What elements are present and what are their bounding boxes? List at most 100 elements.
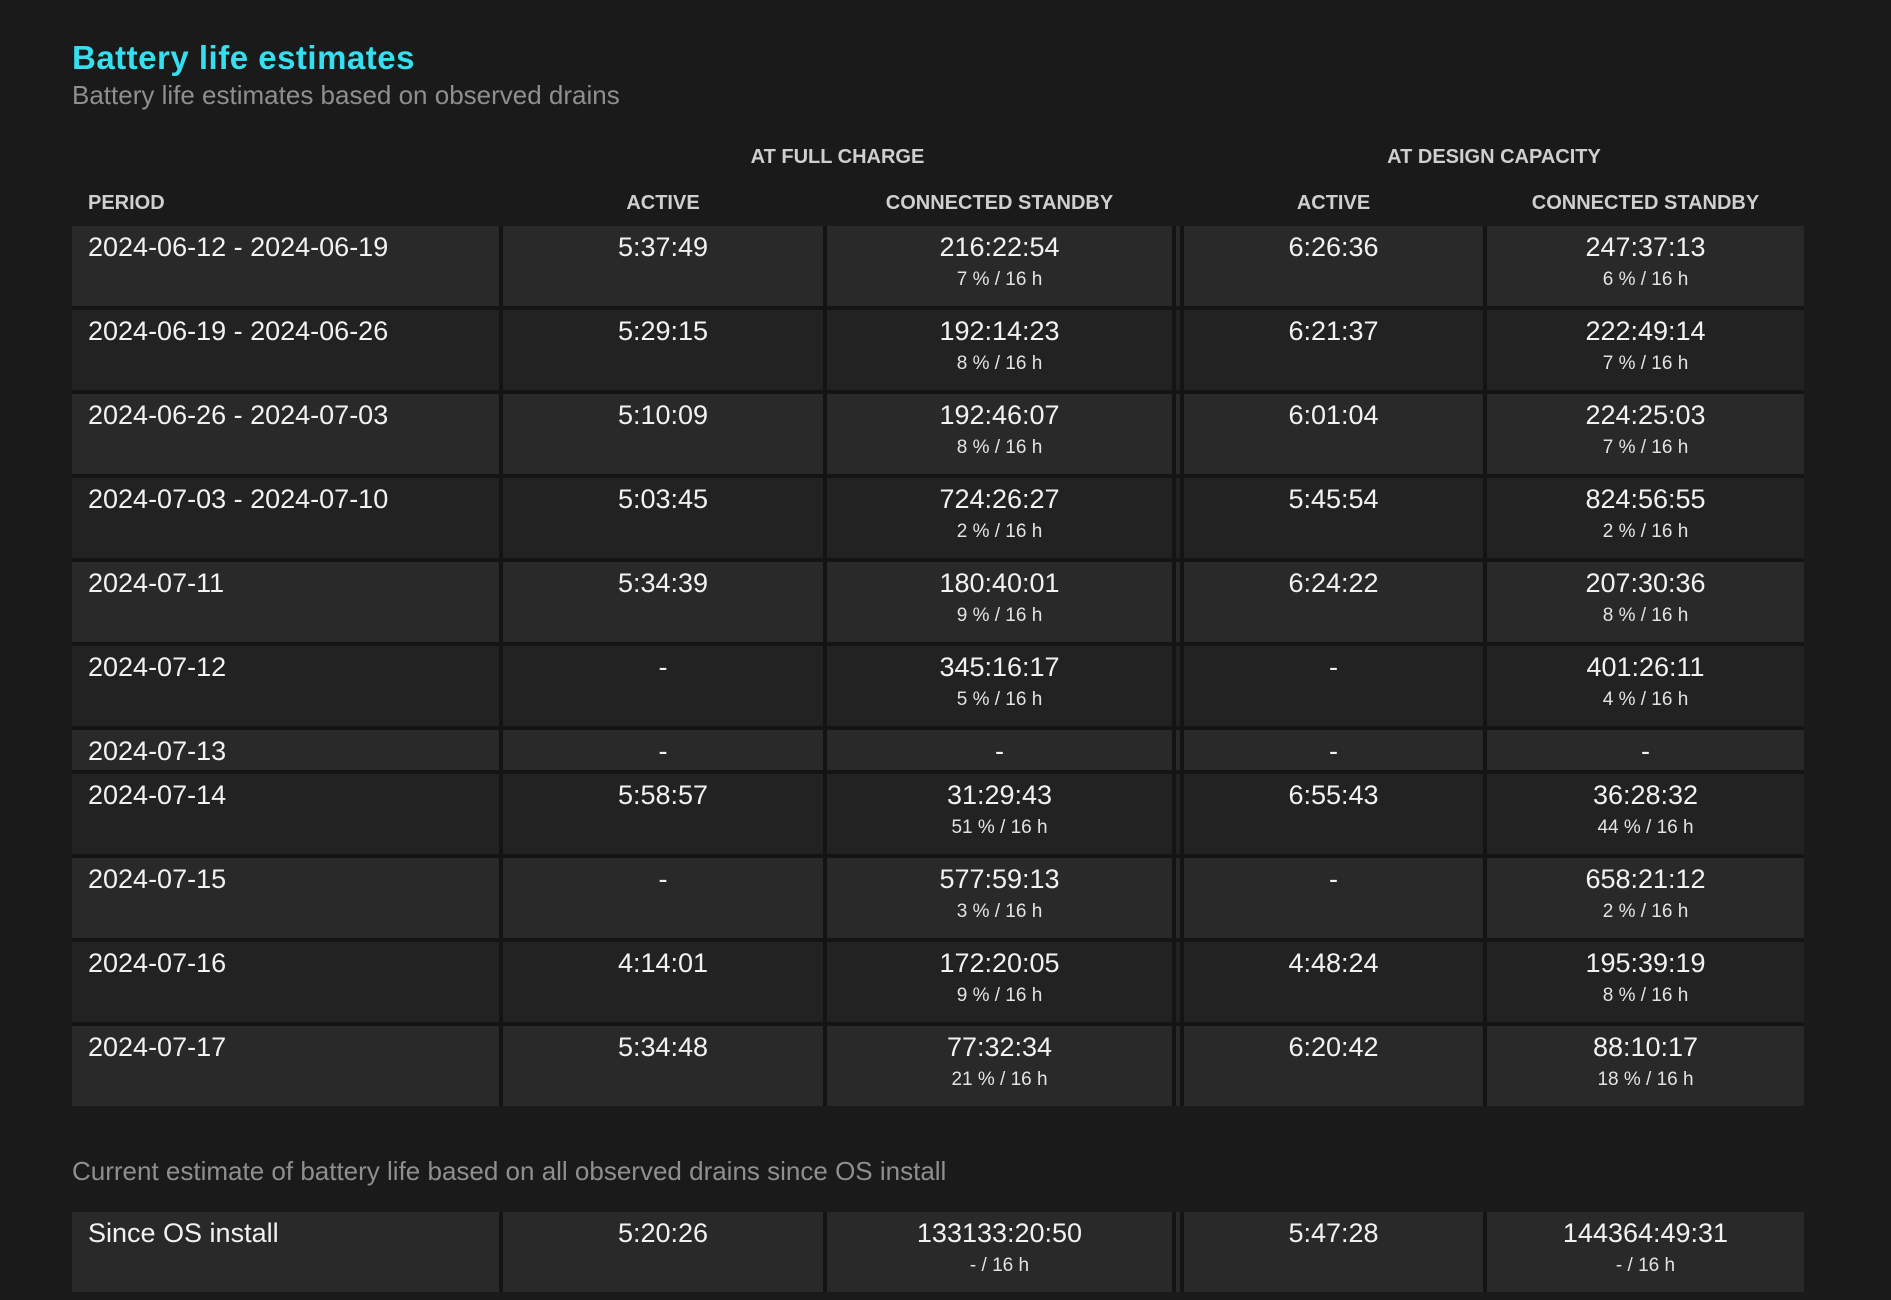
standby-design-capacity-cell: 195:39:19 8 % / 16 h (1487, 942, 1804, 1022)
table-row: 2024-07-16 4:14:01 172:20:05 9 % / 16 h 4:48… (72, 942, 1804, 1022)
group-header-design-capacity: AT DESIGN CAPACITY (1387, 145, 1601, 168)
active-full-charge-cell: - (503, 646, 823, 726)
standby-full-charge-value: 31:29:43 (946, 780, 1053, 810)
standby-design-capacity-estimate: 2 % / 16 h (1602, 901, 1689, 922)
standby-design-capacity-value: - (1641, 736, 1650, 766)
group-header-row: AT FULL CHARGE AT DESIGN CAPACITY (72, 134, 1804, 180)
column-spacer (1176, 646, 1180, 726)
column-spacer (1176, 226, 1180, 306)
period-cell: 2024-06-12 - 2024-06-19 (72, 226, 499, 306)
table-row: 2024-07-12-345:16:17 5 % / 16 h -401:26:11… (72, 646, 1804, 726)
table-row: 2024-07-03 - 2024-07-10 5:03:45 724:26:27 2… (72, 478, 1804, 558)
standby-design-capacity-cell: 658:21:12 2 % / 16 h (1487, 858, 1804, 938)
period-cell: 2024-07-14 (72, 774, 499, 854)
standby-full-charge-cell: 192:46:07 8 % / 16 h (827, 394, 1172, 474)
standby-full-charge-cell: - (827, 730, 1172, 770)
col-header-standby-full-charge: CONNECTED STANDBY (885, 191, 1114, 214)
standby-design-capacity-estimate: 44 % / 16 h (1597, 817, 1694, 838)
standby-design-capacity-cell: 824:56:55 2 % / 16 h (1487, 478, 1804, 558)
standby-design-capacity-value: 224:25:03 (1585, 400, 1706, 430)
standby-design-capacity-cell: 222:49:14 7 % / 16 h (1487, 310, 1804, 390)
active-design-capacity-cell: - (1184, 730, 1483, 770)
table-row: 2024-06-26 - 2024-07-03 5:10:09 192:46:07 8… (72, 394, 1804, 474)
col-header-standby-design-capacity: CONNECTED STANDBY (1531, 191, 1760, 214)
standby-full-charge-estimate: 7 % / 16 h (956, 269, 1043, 290)
table-row: 2024-07-15-577:59:13 3 % / 16 h -658:21:12… (72, 858, 1804, 938)
period-cell: 2024-07-17 (72, 1026, 499, 1106)
standby-design-capacity-cell: 224:25:03 7 % / 16 h (1487, 394, 1804, 474)
period-cell: 2024-07-13 (72, 730, 499, 770)
group-header-full-charge: AT FULL CHARGE (750, 145, 925, 168)
standby-full-charge-value: 192:14:23 (939, 316, 1060, 346)
standby-full-charge-cell: 77:32:34 21 % / 16 h (827, 1026, 1172, 1106)
standby-full-charge-cell: 133133:20:50 - / 16 h (827, 1212, 1172, 1292)
active-design-capacity-cell: 6:55:43 (1184, 774, 1483, 854)
period-cell: 2024-07-16 (72, 942, 499, 1022)
standby-full-charge-value: 133133:20:50 (916, 1218, 1083, 1248)
standby-design-capacity-cell: 36:28:32 44 % / 16 h (1487, 774, 1804, 854)
standby-full-charge-value: 724:26:27 (939, 484, 1060, 514)
standby-full-charge-estimate: 9 % / 16 h (956, 985, 1043, 1006)
active-design-capacity-cell: 6:01:04 (1184, 394, 1483, 474)
standby-full-charge-estimate: 51 % / 16 h (951, 817, 1048, 838)
active-design-capacity-cell: 6:20:42 (1184, 1026, 1483, 1106)
standby-design-capacity-value: 207:30:36 (1585, 568, 1706, 598)
standby-full-charge-estimate: 3 % / 16 h (956, 901, 1043, 922)
standby-full-charge-cell: 192:14:23 8 % / 16 h (827, 310, 1172, 390)
active-design-capacity-cell: 6:26:36 (1184, 226, 1483, 306)
standby-full-charge-estimate: 2 % / 16 h (956, 521, 1043, 542)
standby-design-capacity-value: 658:21:12 (1585, 864, 1706, 894)
table-row: 2024-06-19 - 2024-06-26 5:29:15 192:14:23 8… (72, 310, 1804, 390)
active-design-capacity-cell: 5:47:28 (1184, 1212, 1483, 1292)
since-install-table-body: Since OS install 5:20:26 133133:20:50 - / 1… (72, 1212, 1804, 1292)
col-header-active-design-capacity: ACTIVE (1296, 191, 1371, 214)
standby-design-capacity-cell: - (1487, 730, 1804, 770)
standby-full-charge-cell: 31:29:43 51 % / 16 h (827, 774, 1172, 854)
standby-design-capacity-estimate: 8 % / 16 h (1602, 985, 1689, 1006)
period-cell: Since OS install (72, 1212, 499, 1292)
standby-design-capacity-estimate: 7 % / 16 h (1602, 437, 1689, 458)
standby-design-capacity-estimate: 4 % / 16 h (1602, 689, 1689, 710)
active-full-charge-cell: 5:03:45 (503, 478, 823, 558)
standby-design-capacity-cell: 144364:49:31 - / 16 h (1487, 1212, 1804, 1292)
period-cell: 2024-07-11 (72, 562, 499, 642)
column-spacer (1176, 310, 1180, 390)
standby-full-charge-value: 77:32:34 (946, 1032, 1053, 1062)
standby-design-capacity-cell: 88:10:17 18 % / 16 h (1487, 1026, 1804, 1106)
standby-full-charge-cell: 172:20:05 9 % / 16 h (827, 942, 1172, 1022)
column-spacer (1176, 730, 1180, 770)
standby-design-capacity-cell: 247:37:13 6 % / 16 h (1487, 226, 1804, 306)
standby-full-charge-cell: 724:26:27 2 % / 16 h (827, 478, 1172, 558)
standby-design-capacity-estimate: 2 % / 16 h (1602, 521, 1689, 542)
standby-full-charge-value: 577:59:13 (939, 864, 1060, 894)
standby-full-charge-value: 172:20:05 (939, 948, 1060, 978)
standby-full-charge-value: 345:16:17 (939, 652, 1060, 682)
active-full-charge-cell: 5:58:57 (503, 774, 823, 854)
standby-full-charge-value: 216:22:54 (939, 232, 1060, 262)
standby-full-charge-estimate: 8 % / 16 h (956, 353, 1043, 374)
column-spacer (1176, 858, 1180, 938)
column-spacer (1176, 774, 1180, 854)
standby-full-charge-value: 180:40:01 (939, 568, 1060, 598)
table-row: 2024-07-11 5:34:39 180:40:01 9 % / 16 h 6:24… (72, 562, 1804, 642)
standby-design-capacity-value: 247:37:13 (1585, 232, 1706, 262)
standby-design-capacity-value: 824:56:55 (1585, 484, 1706, 514)
estimates-table-body: 2024-06-12 - 2024-06-19 5:37:49 216:22:54 7… (72, 226, 1804, 1106)
table-row: 2024-07-14 5:58:57 31:29:43 51 % / 16 h 6:55… (72, 774, 1804, 854)
standby-design-capacity-cell: 401:26:11 4 % / 16 h (1487, 646, 1804, 726)
since-install-table: Since OS install 5:20:26 133133:20:50 - / 1… (72, 1212, 1804, 1292)
standby-design-capacity-value: 144364:49:31 (1562, 1218, 1729, 1248)
table-row: 2024-06-12 - 2024-06-19 5:37:49 216:22:54 7… (72, 226, 1804, 306)
standby-design-capacity-estimate: - / 16 h (1615, 1255, 1676, 1276)
standby-design-capacity-estimate: 6 % / 16 h (1602, 269, 1689, 290)
standby-design-capacity-estimate: 7 % / 16 h (1602, 353, 1689, 374)
active-design-capacity-cell: 4:48:24 (1184, 942, 1483, 1022)
period-cell: 2024-07-03 - 2024-07-10 (72, 478, 499, 558)
period-cell: 2024-06-26 - 2024-07-03 (72, 394, 499, 474)
column-header-row: PERIOD ACTIVE CONNECTED STANDBY ACTIVE C… (72, 180, 1804, 226)
standby-full-charge-cell: 577:59:13 3 % / 16 h (827, 858, 1172, 938)
standby-full-charge-estimate: 5 % / 16 h (956, 689, 1043, 710)
standby-full-charge-value: - (995, 736, 1004, 766)
since-install-row: Since OS install 5:20:26 133133:20:50 - / 1… (72, 1212, 1804, 1292)
standby-full-charge-cell: 345:16:17 5 % / 16 h (827, 646, 1172, 726)
